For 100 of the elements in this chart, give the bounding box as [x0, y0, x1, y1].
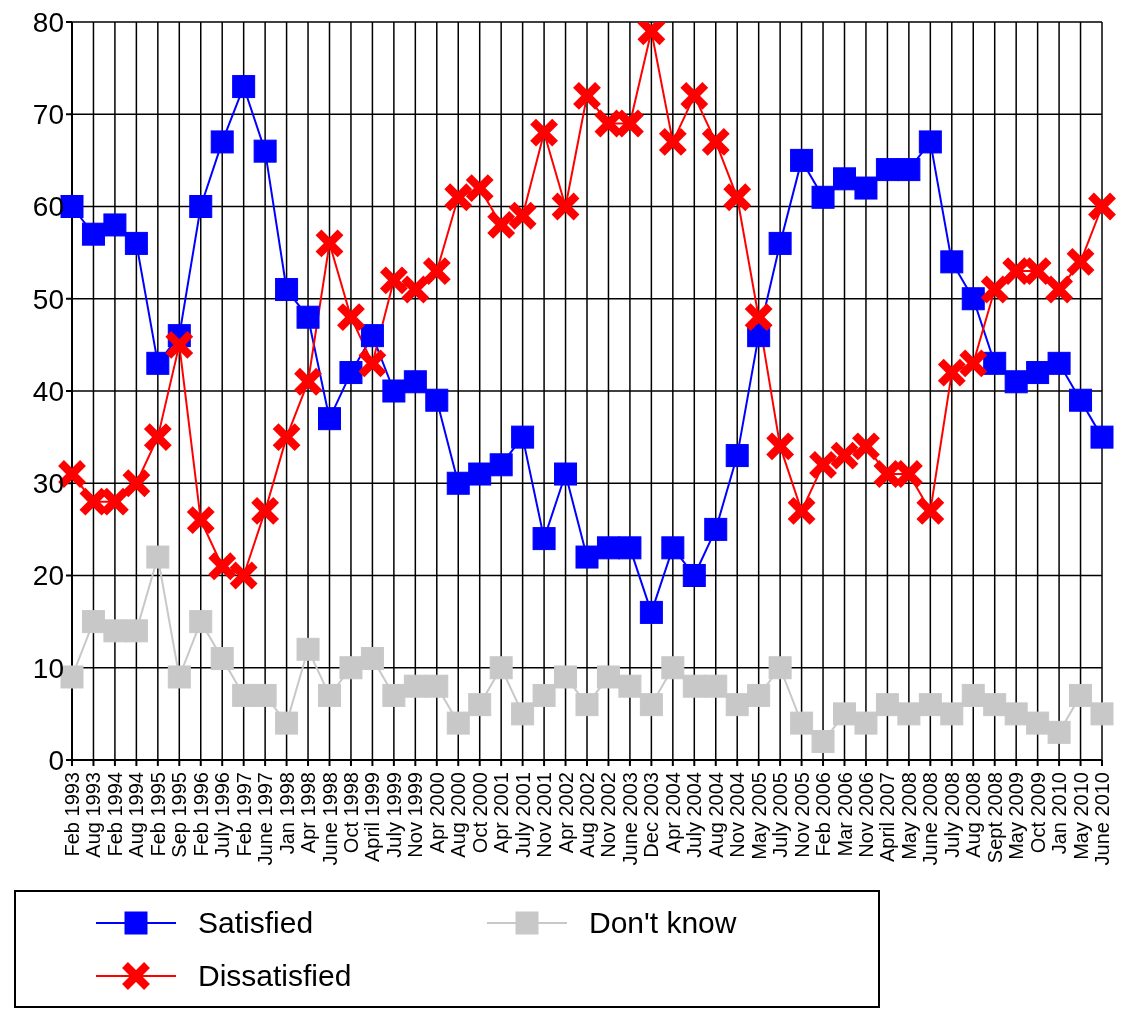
point	[489, 656, 513, 680]
x-tick-label: July 1999	[382, 772, 405, 858]
point	[146, 351, 170, 375]
point	[725, 444, 749, 468]
point	[468, 693, 492, 717]
y-tick-label: 40	[32, 375, 64, 407]
point	[1069, 683, 1093, 707]
point	[232, 683, 256, 707]
y-tick-label: 20	[32, 560, 64, 592]
point	[1004, 370, 1028, 394]
point	[296, 305, 320, 329]
x-tick-label: Apr 1998	[297, 772, 320, 854]
x-tick-label: Oct 2000	[468, 772, 491, 854]
point	[571, 80, 603, 111]
y-tick-label: 10	[32, 652, 64, 684]
point	[425, 674, 449, 698]
point	[81, 222, 105, 246]
x-tick-label: July 2008	[940, 772, 963, 858]
point	[146, 545, 170, 569]
point	[489, 453, 513, 477]
x-tick-label: Feb 1995	[146, 772, 169, 857]
x-tick-label: Apr 2001	[490, 772, 513, 854]
x-tick-label: Oct 1998	[339, 772, 362, 854]
point	[1069, 388, 1093, 412]
point	[121, 468, 152, 499]
point	[1047, 351, 1071, 375]
point	[961, 287, 985, 311]
point	[210, 130, 234, 154]
point	[164, 329, 195, 361]
x-tick-label: Aug 1993	[82, 772, 105, 858]
point	[511, 702, 535, 726]
point	[811, 730, 835, 754]
legend-label: Dissatisfied	[198, 958, 352, 993]
legend-label: Satisfied	[198, 905, 314, 940]
point	[446, 471, 470, 495]
point	[915, 495, 946, 527]
x-tick-label: June 2003	[618, 772, 641, 866]
point	[167, 665, 191, 689]
x-tick-label: Apr 2004	[661, 772, 684, 854]
point	[790, 148, 814, 172]
point	[875, 693, 899, 717]
point	[189, 195, 213, 218]
legend-label: Don't know	[589, 905, 737, 940]
point	[639, 600, 663, 624]
x-tick-label: June 1998	[318, 772, 341, 866]
point	[124, 619, 148, 643]
point	[292, 366, 324, 397]
point	[446, 711, 470, 735]
x-tick-label: May 2009	[1005, 772, 1028, 860]
x-tick-label: Feb 1993	[61, 772, 83, 857]
y-tick-label: 80	[32, 6, 64, 38]
point	[897, 158, 921, 182]
point	[1026, 361, 1050, 385]
point	[618, 536, 642, 560]
point	[854, 176, 878, 200]
x-tick-label: Nov 2004	[726, 772, 749, 858]
point	[575, 545, 599, 569]
x-tick-label: June 2010	[1091, 772, 1113, 866]
point	[682, 564, 706, 587]
point	[704, 674, 728, 698]
x-tick-label: July 2001	[511, 772, 534, 858]
point	[790, 711, 814, 735]
point	[679, 80, 710, 111]
point	[318, 407, 341, 431]
x-tick-label: May 2010	[1069, 772, 1092, 860]
point	[596, 536, 620, 560]
point	[661, 656, 685, 680]
point	[425, 388, 449, 412]
point	[124, 231, 148, 255]
point	[1043, 274, 1075, 305]
x-tick-label: Aug 1994	[125, 772, 148, 858]
x-tick-label: May 2008	[897, 772, 920, 860]
y-tick-label: 70	[32, 99, 64, 131]
point	[575, 693, 599, 717]
point	[421, 255, 452, 287]
x-tick-label: Feb 1994	[103, 772, 126, 857]
x-tick-label: Feb 2006	[812, 772, 835, 857]
point	[657, 126, 688, 158]
point	[940, 702, 964, 726]
point	[318, 683, 341, 707]
x-tick-label: Jan 2010	[1048, 772, 1071, 855]
point	[403, 370, 427, 394]
point	[81, 610, 105, 634]
point	[253, 139, 277, 163]
x-tick-label: July 2004	[683, 772, 706, 858]
point	[382, 683, 406, 707]
point	[382, 379, 406, 403]
x-tick-label: April 1999	[361, 772, 384, 863]
point	[639, 693, 663, 717]
x-tick-label: April 2007	[876, 772, 899, 863]
point	[142, 422, 173, 453]
point	[768, 656, 792, 680]
point	[979, 274, 1010, 305]
point	[339, 656, 363, 680]
point	[700, 126, 731, 158]
point	[961, 683, 985, 707]
point	[811, 185, 835, 209]
point	[786, 495, 817, 527]
x-tick-label: Nov 2002	[597, 772, 620, 858]
point	[940, 250, 964, 274]
